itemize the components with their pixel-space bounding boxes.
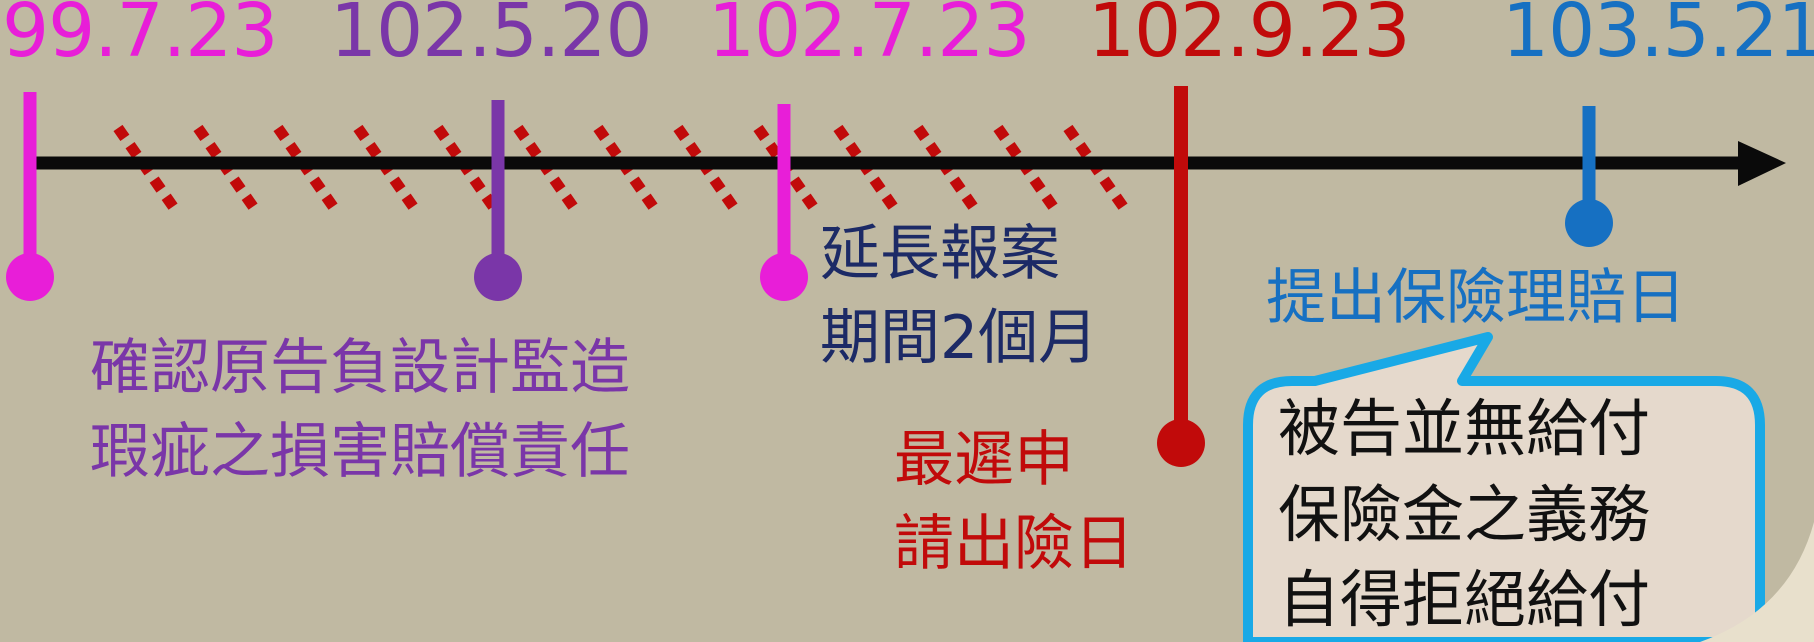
- bubble-line-3: 自得拒絕給付: [1278, 563, 1651, 637]
- label-extension-line-1: 延長報案: [820, 219, 1060, 289]
- date-label-102-7-23: 102.7.23: [708, 0, 1031, 74]
- speech-bubble-text: 被告並無給付 保險金之義務 自得拒絕給付: [1278, 386, 1650, 642]
- label-extension-period: 延長報案 期間2個月: [820, 212, 1098, 380]
- marker-102-5-20-dot: [474, 253, 522, 301]
- speech-bubble: [1243, 332, 1765, 642]
- label-deadline-line-1: 最遲申: [894, 425, 1074, 495]
- date-label-103-5-21: 103.5.21: [1502, 0, 1814, 74]
- marker-99-7-23-dot: [6, 253, 54, 301]
- label-claim-line-1: 提出保險理賠日: [1266, 263, 1686, 333]
- bubble-line-1: 被告並無給付: [1278, 392, 1651, 465]
- label-confirm-line-2: 瑕疵之損害賠償責任: [90, 417, 630, 487]
- marker-103-5-21-dot: [1565, 199, 1613, 247]
- date-label-102-5-20: 102.5.20: [330, 0, 653, 74]
- label-insurance-claim-date: 提出保險理賠日: [1266, 256, 1686, 340]
- date-label-102-9-23: 102.9.23: [1088, 0, 1411, 74]
- bubble-line-2: 保險金之義務: [1278, 477, 1651, 551]
- label-confirm-liability: 確認原告負設計監造 瑕疵之損害賠償責任: [90, 326, 630, 494]
- label-latest-claim-date: 最遲申 請出險日: [894, 418, 1134, 586]
- label-extension-line-2: 期間2個月: [820, 303, 1099, 373]
- timeline-arrowhead: [1738, 141, 1786, 186]
- date-label-99-7-23: 99.7.23: [2, 0, 278, 74]
- marker-102-7-23-dot: [760, 253, 808, 301]
- page-curl: [1700, 522, 1814, 642]
- marker-102-9-23-dot: [1157, 419, 1205, 467]
- label-confirm-line-1: 確認原告負設計監造: [90, 333, 630, 403]
- label-deadline-line-2: 請出險日: [894, 509, 1134, 579]
